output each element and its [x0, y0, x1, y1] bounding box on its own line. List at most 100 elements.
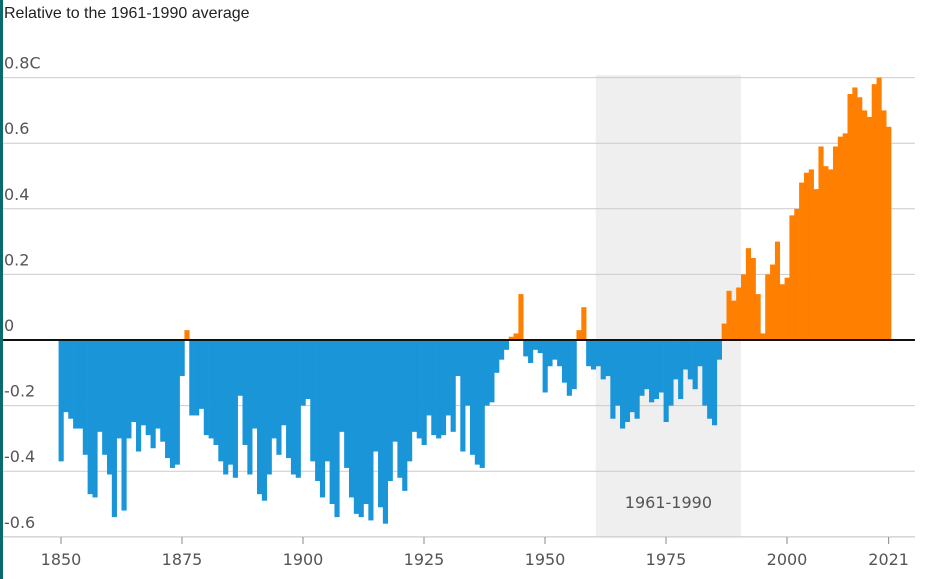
bar-1998: [774, 241, 781, 340]
bar-1967: [624, 340, 630, 422]
bar-1997: [770, 264, 776, 340]
bar-2006: [813, 189, 819, 340]
bar-1878: [194, 340, 200, 416]
bar-1866: [136, 340, 142, 452]
bar-1968: [629, 340, 635, 413]
bar-1926: [426, 340, 432, 416]
bar-1864: [126, 340, 132, 439]
bar-1897: [286, 340, 292, 459]
bar-1922: [407, 340, 413, 462]
bar-2003: [799, 182, 805, 340]
bars: [58, 77, 892, 524]
bar-1851: [63, 340, 69, 413]
bar-1962: [600, 340, 606, 380]
bar-1910: [348, 340, 355, 498]
bar-1920: [397, 340, 403, 478]
bar-1969: [634, 340, 640, 419]
bar-1983: [702, 340, 708, 406]
bar-1943: [508, 336, 514, 340]
x-tick-label: 1850: [41, 550, 82, 569]
bar-1980: [687, 340, 693, 380]
bar-1940: [494, 340, 500, 373]
bar-1965: [615, 340, 621, 406]
bar-1988: [726, 290, 732, 340]
bar-1966: [620, 340, 626, 429]
bar-1961: [595, 340, 601, 367]
x-tick-label: 2021: [868, 550, 909, 569]
bar-1963: [605, 340, 611, 377]
bar-1924: [416, 340, 422, 439]
bar-1853: [73, 340, 79, 429]
bar-1919: [392, 340, 398, 442]
bar-1859: [102, 340, 108, 455]
bar-1889: [247, 340, 253, 475]
bar-1883: [218, 340, 224, 462]
bar-1973: [653, 340, 660, 400]
bar-1912: [358, 340, 364, 518]
bar-1869: [150, 340, 156, 449]
bar-1911: [353, 340, 359, 514]
bar-1885: [227, 340, 234, 465]
bar-1958: [581, 307, 587, 340]
bar-1984: [707, 340, 713, 419]
bar-1989: [731, 300, 737, 340]
bar-2007: [818, 146, 824, 340]
bar-1934: [465, 340, 471, 406]
bar-2001: [789, 215, 795, 340]
bar-2016: [862, 110, 868, 341]
bar-1860: [106, 340, 113, 475]
y-tick-label: -0.6: [4, 513, 35, 532]
bar-1925: [421, 340, 427, 445]
y-tick-label: 0.2: [4, 250, 29, 269]
x-tick-label: 1875: [162, 550, 203, 569]
bar-1907: [334, 340, 340, 518]
x-axis-ticks: 1850 1875 1900 1925 1950 1975 2000 2021: [41, 537, 909, 569]
bar-2014: [852, 87, 858, 340]
bar-1972: [649, 340, 655, 403]
bar-1854: [77, 340, 84, 429]
bar-1960: [590, 340, 597, 370]
bar-1898: [290, 340, 297, 475]
bar-1928: [436, 340, 442, 439]
bar-1939: [489, 340, 495, 403]
left-edge-strip: [0, 0, 3, 579]
bar-2010: [832, 146, 839, 340]
bar-1873: [169, 340, 176, 468]
reference-period-band: [595, 75, 742, 537]
bar-1901: [305, 340, 311, 400]
bar-1996: [765, 274, 771, 340]
bar-1872: [165, 340, 171, 459]
bar-1956: [571, 340, 577, 390]
bar-1877: [189, 340, 195, 416]
bar-1945: [518, 294, 524, 340]
bar-1852: [68, 340, 74, 419]
bar-1931: [450, 340, 456, 432]
bar-1903: [315, 340, 321, 482]
x-tick-label: 1950: [525, 550, 566, 569]
bar-1990: [736, 287, 742, 340]
bar-1932: [455, 340, 461, 377]
bar-1890: [252, 340, 258, 429]
bar-1900: [300, 340, 306, 406]
bar-1856: [87, 340, 93, 495]
bar-1979: [682, 340, 689, 370]
bar-1987: [721, 323, 727, 340]
bar-1933: [460, 340, 466, 452]
reference-period-label: 1961-1990: [625, 493, 712, 512]
bar-2013: [847, 94, 853, 340]
bar-1929: [440, 340, 447, 436]
bar-1992: [745, 248, 751, 340]
bar-1947: [528, 340, 534, 363]
bar-1930: [445, 340, 451, 416]
bar-1959: [586, 340, 592, 367]
bar-1914: [368, 340, 374, 521]
bar-1994: [755, 294, 761, 340]
y-tick-label: 0.6: [4, 119, 29, 138]
bar-1876: [184, 330, 190, 340]
bar-1976: [668, 340, 674, 406]
bar-1918: [387, 340, 393, 482]
bar-1867: [140, 340, 146, 426]
bar-1951: [547, 340, 553, 367]
bar-1874: [174, 340, 180, 465]
bar-1880: [203, 340, 209, 436]
